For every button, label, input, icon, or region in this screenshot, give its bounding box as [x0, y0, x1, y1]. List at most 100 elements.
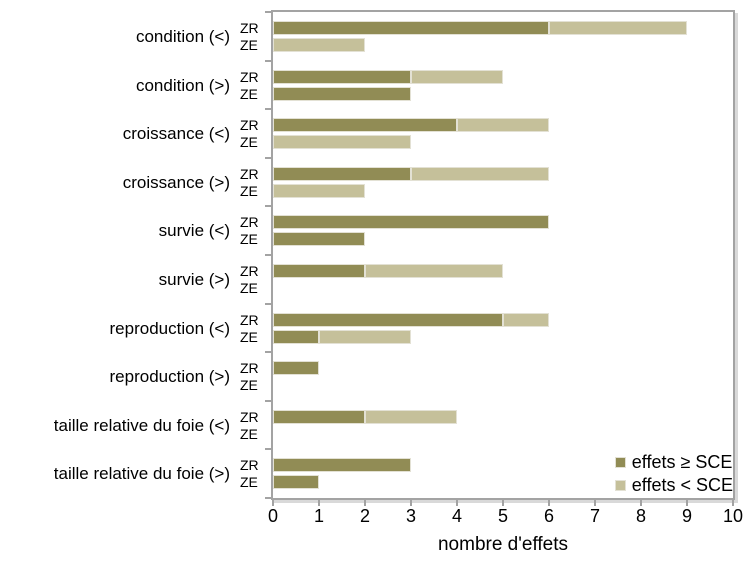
y-axis-tick — [265, 497, 271, 499]
bar-ze-group-0 — [273, 38, 365, 52]
bar-zr-group-0 — [273, 21, 687, 35]
x-axis-title: nombre d'effets — [437, 534, 569, 555]
bar-ze-group-9 — [273, 475, 319, 490]
category-label: condition (<) — [135, 27, 230, 46]
x-axis-tick-label: 5 — [497, 506, 508, 526]
y-axis-tick — [265, 302, 271, 305]
category-label: survie (>) — [158, 270, 230, 289]
bar-segment-lt-sce — [503, 312, 549, 327]
y-axis-tick — [265, 156, 271, 159]
bar-zr-group-1 — [273, 69, 503, 84]
bar-segment-ge-sce — [273, 312, 503, 327]
y-axis-tick — [265, 351, 271, 354]
bar-segment-lt-sce — [319, 329, 411, 344]
bar-segment-ge-sce — [273, 118, 457, 133]
bar-zr-group-9 — [273, 458, 411, 473]
legend-swatch-icon — [614, 480, 626, 491]
category-label: taille relative du foie (>) — [53, 464, 230, 484]
x-axis-tick — [548, 500, 550, 506]
bar-segment-ge-sce — [273, 166, 411, 181]
row-label-ze: ZE — [240, 134, 258, 151]
row-label-ze: ZE — [240, 182, 258, 199]
x-axis-tick — [502, 500, 504, 506]
plot-area — [265, 10, 735, 506]
x-axis-tick-label: 2 — [359, 506, 370, 526]
row-label-ze: ZE — [240, 280, 258, 296]
bar-segment-ge-sce — [273, 329, 319, 344]
bar-zr-group-2 — [273, 118, 549, 133]
y-axis-tick — [265, 11, 271, 13]
bar-segment-lt-sce — [411, 69, 503, 84]
x-axis-tick — [410, 500, 412, 506]
row-label-ze: ZE — [240, 474, 258, 491]
row-label-zr: ZR — [240, 68, 259, 85]
bar-segment-lt-sce — [273, 135, 411, 150]
bar-segment-lt-sce — [411, 166, 549, 181]
bar-segment-ge-sce — [273, 232, 365, 247]
legend: effets ≥ SCE effets < SCE — [614, 452, 733, 496]
bar-zr-group-7 — [273, 361, 319, 376]
legend-swatch-icon — [614, 457, 626, 468]
bar-zr-group-6 — [273, 312, 549, 327]
x-axis-tick — [732, 500, 734, 506]
legend-label: effets ≥ SCE — [631, 452, 733, 472]
x-axis-tick-label: 7 — [589, 506, 600, 526]
x-axis-tick — [272, 500, 274, 506]
x-axis-tick-label: 0 — [267, 506, 278, 526]
bar-segment-ge-sce — [273, 361, 319, 376]
x-axis-tick — [456, 500, 458, 506]
bar-segment-ge-sce — [273, 264, 365, 278]
x-axis-tick-label: 10 — [722, 506, 744, 526]
row-label-zr: ZR — [240, 360, 259, 377]
row-label-zr: ZR — [240, 408, 259, 425]
y-axis-tick — [265, 448, 271, 451]
bar-zr-group-5 — [273, 264, 503, 278]
row-label-zr: ZR — [240, 165, 259, 182]
bar-segment-lt-sce — [273, 183, 365, 198]
row-label-ze: ZE — [240, 328, 258, 345]
category-label: survie (<) — [158, 221, 230, 241]
bar-segment-lt-sce — [549, 21, 687, 35]
x-axis-tick — [364, 500, 366, 506]
y-axis-tick — [265, 205, 271, 208]
row-label-zr: ZR — [240, 263, 259, 279]
bar-segment-ge-sce — [273, 215, 549, 230]
bar-zr-group-4 — [273, 215, 549, 230]
bar-segment-lt-sce — [365, 264, 503, 278]
bar-ze-group-4 — [273, 232, 365, 247]
x-axis-tick-label: 1 — [313, 506, 324, 526]
row-label-zr: ZR — [240, 457, 259, 474]
bar-segment-ge-sce — [273, 21, 549, 35]
bar-segment-lt-sce — [457, 118, 549, 133]
row-label-zr: ZR — [240, 117, 259, 134]
bar-segment-ge-sce — [273, 409, 365, 424]
bar-ze-group-2 — [273, 135, 411, 150]
x-axis-tick-label: 6 — [543, 506, 554, 526]
bar-segment-ge-sce — [273, 69, 411, 84]
y-axis-tick — [265, 108, 271, 111]
category-label: croissance (<) — [122, 124, 230, 144]
bar-ze-group-3 — [273, 183, 365, 198]
row-label-ze: ZE — [240, 231, 258, 248]
x-axis-tick — [318, 500, 320, 506]
x-axis-tick — [594, 500, 596, 506]
category-label: taille relative du foie (<) — [53, 415, 230, 435]
bar-zr-group-8 — [273, 409, 457, 424]
y-axis-tick — [265, 254, 271, 256]
bar-zr-group-3 — [273, 166, 549, 181]
row-label-ze: ZE — [240, 425, 258, 442]
bar-segment-ge-sce — [273, 86, 411, 101]
y-axis-tick — [265, 399, 271, 402]
bar-segment-ge-sce — [273, 458, 411, 473]
row-label-zr: ZR — [240, 311, 259, 328]
row-label-ze: ZE — [240, 85, 258, 102]
legend-entry: effets < SCE — [614, 475, 733, 496]
x-axis-tick — [640, 500, 642, 506]
x-axis-tick — [686, 500, 688, 506]
bar-segment-lt-sce — [365, 409, 457, 424]
row-label-ze: ZE — [240, 37, 258, 53]
row-label-zr: ZR — [240, 214, 259, 231]
row-label-zr: ZR — [240, 20, 259, 36]
x-axis-tick-label: 9 — [681, 506, 692, 526]
